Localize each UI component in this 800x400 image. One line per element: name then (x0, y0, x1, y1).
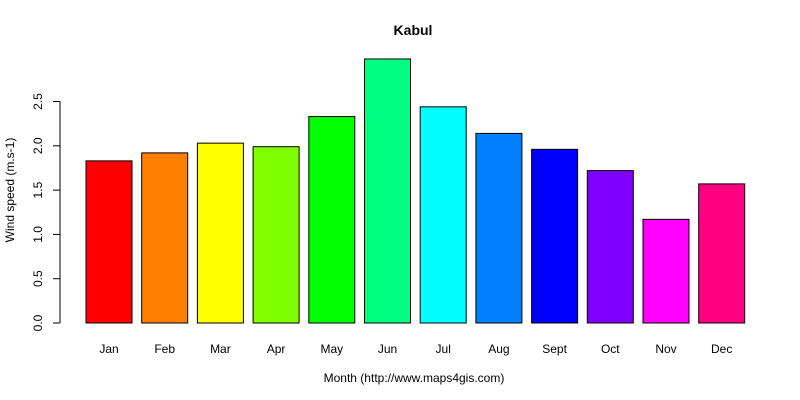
bar-oct (586, 170, 634, 324)
x-tick-label: Apr (267, 342, 286, 356)
x-tick-label: Oct (601, 342, 620, 356)
bar-feb (141, 152, 189, 324)
bar-may (308, 116, 356, 324)
x-tick-label: Dec (711, 342, 732, 356)
x-tick-label: Feb (154, 342, 175, 356)
x-tick-label: Nov (655, 342, 676, 356)
bar-nov (642, 218, 690, 324)
y-tick-label: 2.0 (31, 137, 45, 154)
bar-dec (698, 183, 746, 324)
x-axis-label: Month (http://www.maps4gis.com) (324, 371, 505, 385)
y-tick-label: 0.0 (31, 314, 45, 331)
y-tick-label: 1.5 (31, 181, 45, 198)
y-tick-label: 1.0 (31, 226, 45, 243)
y-axis-label: Wind speed (m.s-1) (3, 138, 17, 243)
bar-jan (85, 160, 133, 324)
x-tick-label: Mar (210, 342, 231, 356)
x-tick-label: May (320, 342, 343, 356)
x-tick-label: Jan (99, 342, 118, 356)
x-tick-label: Sept (542, 342, 567, 356)
bar-sept (531, 148, 579, 324)
x-tick-label: Jul (436, 342, 451, 356)
x-tick-label: Jun (378, 342, 397, 356)
bars-group (85, 58, 746, 324)
y-axis: 0.0 0.5 1.0 1.5 2.0 2.5 (31, 93, 61, 331)
bar-jul (419, 106, 467, 324)
bar-jun (364, 58, 411, 324)
chart-title: Kabul (394, 22, 433, 38)
bar-mar (196, 142, 244, 324)
y-tick-label: 0.5 (31, 270, 45, 287)
bar-aug (475, 132, 523, 324)
x-tick-label: Aug (488, 342, 509, 356)
bar-apr (252, 146, 300, 324)
y-tick-label: 2.5 (31, 93, 45, 110)
x-axis: Jan Feb Mar Apr May Jun Jul Aug Sept Oct Nov Dec (99, 342, 732, 356)
